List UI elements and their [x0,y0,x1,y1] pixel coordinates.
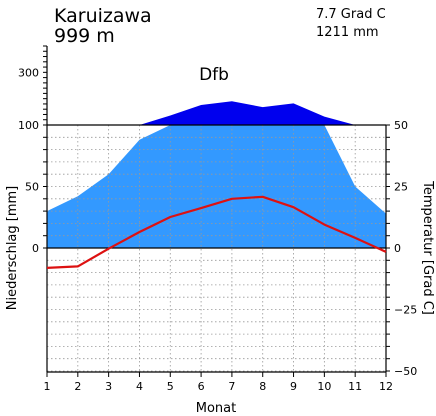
right-tick-label: 0 [394,242,401,255]
x-tick-label: 9 [290,380,297,393]
right-axis-label: Temperatur [Grad C] [420,180,435,315]
left-tick-label: 100 [18,119,39,132]
x-tick-label: 12 [379,380,393,393]
chart-header: Karuizawa 999 m 7.7 Grad C 1211 mm Dfb [54,5,386,85]
x-tick-label: 7 [228,380,235,393]
climate-class: Dfb [199,65,229,85]
x-tick-label: 5 [167,380,174,393]
right-tick-label: 25 [394,181,408,194]
x-tick-label: 3 [105,380,112,393]
left-axis-label: Niederschlag [mm] [5,186,20,311]
x-tick-label: 8 [259,380,266,393]
x-tick-label: 2 [74,380,81,393]
annual-precipitation: 1211 mm [316,25,379,40]
right-tick-label: −25 [394,304,417,317]
precipitation-wet-area [47,101,386,125]
station-elevation: 999 m [54,25,115,47]
x-tick-label: 10 [317,380,331,393]
x-tick-label: 11 [348,380,362,393]
left-tick-label: 300 [18,66,39,79]
x-tick-label: 1 [44,380,51,393]
right-tick-label: 50 [394,119,408,132]
left-tick-label: 50 [25,181,39,194]
temperature-line [46,195,387,269]
right-tick-label: −50 [394,365,417,378]
x-axis-label: Monat [196,401,236,416]
left-tick-label: 0 [32,242,39,255]
x-tick-label: 6 [198,380,205,393]
x-tick-label: 4 [136,380,143,393]
mean-temperature: 7.7 Grad C [316,7,386,22]
station-name: Karuizawa [54,5,152,27]
